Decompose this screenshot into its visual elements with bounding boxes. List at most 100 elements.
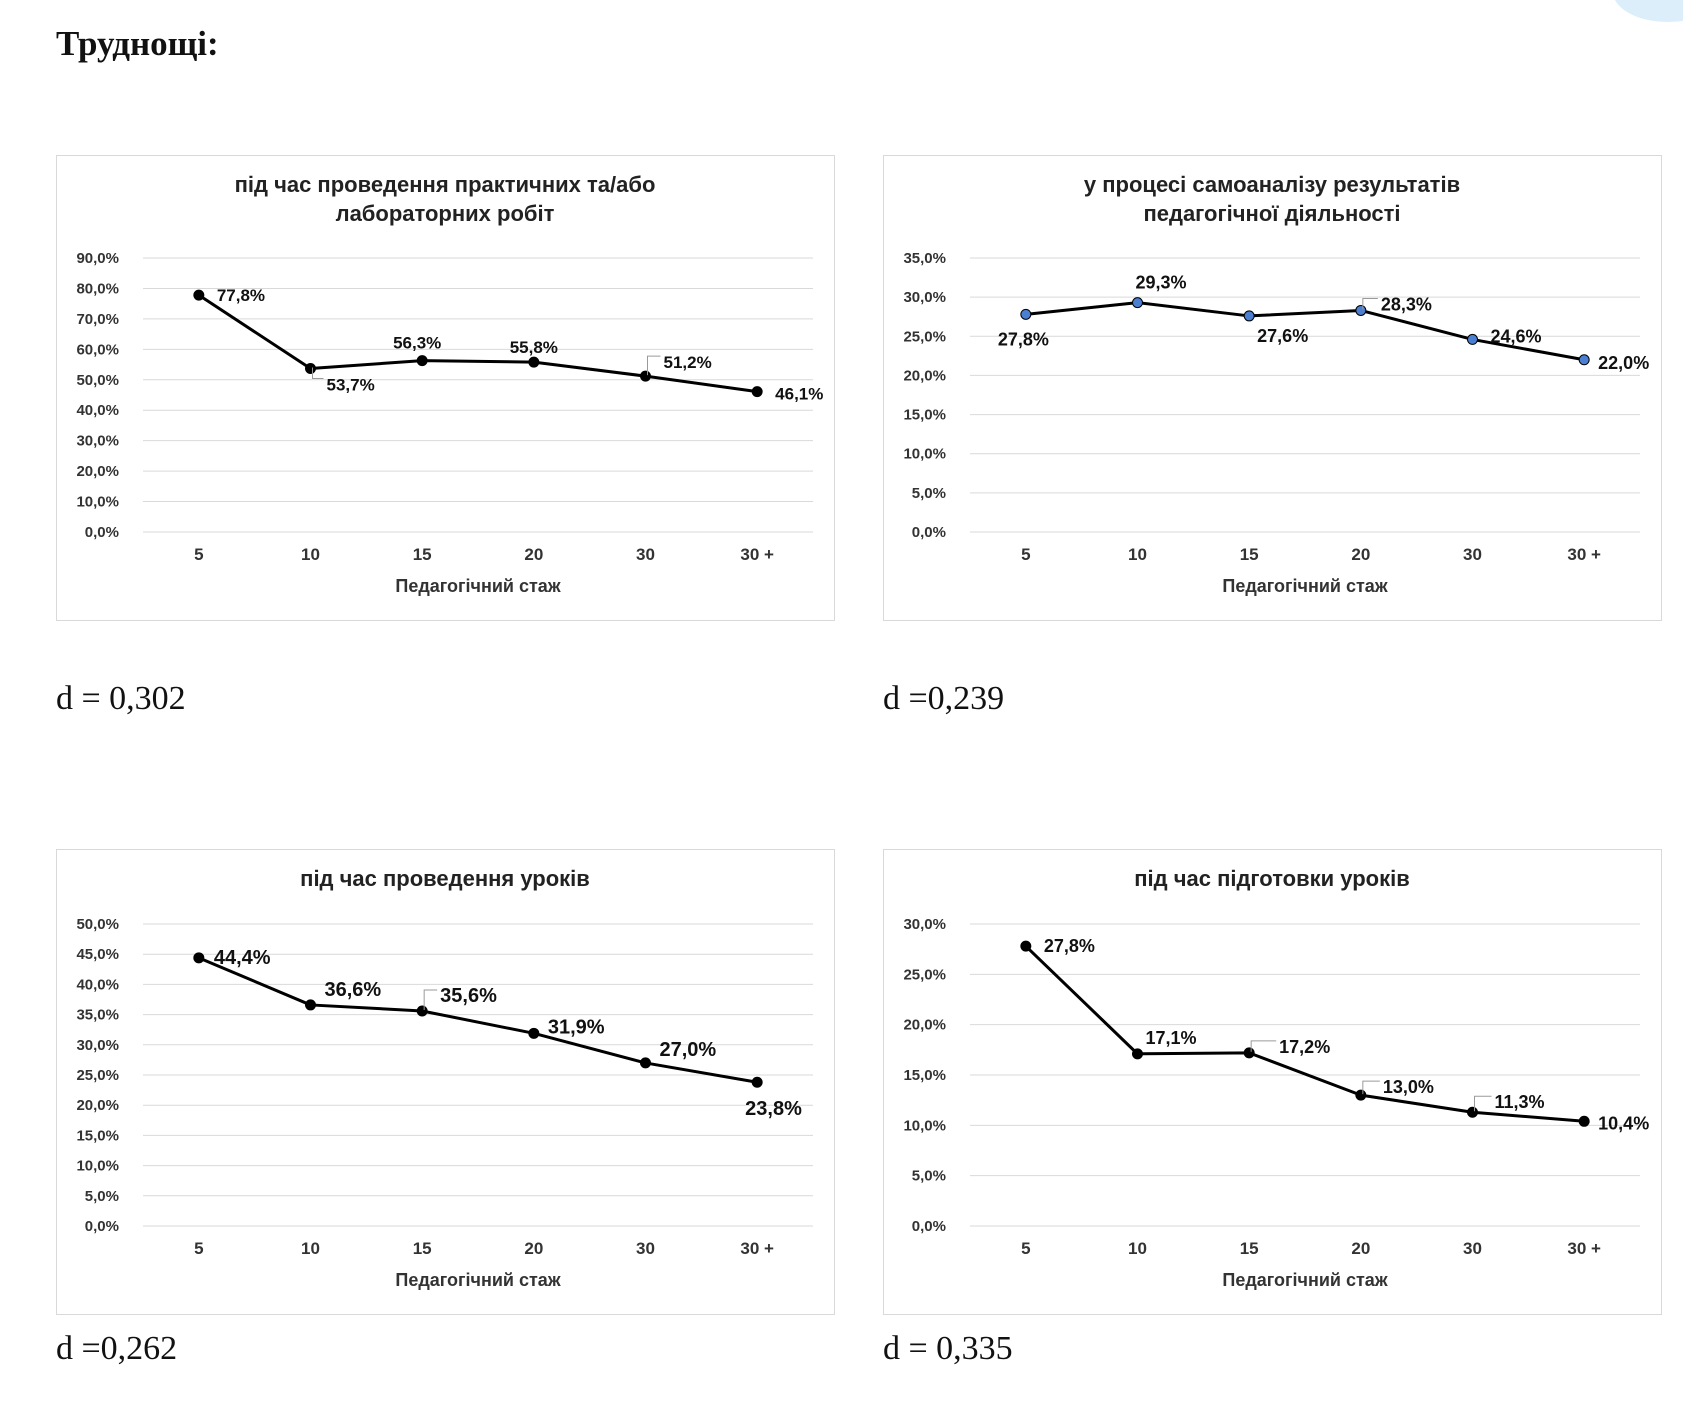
chart-title-line: під час підготовки уроків [1134, 866, 1410, 891]
x-tick-label: 15 [1240, 545, 1259, 564]
y-tick-label: 20,0% [76, 1097, 119, 1114]
x-tick-label: 15 [413, 545, 432, 564]
data-point [1132, 1048, 1143, 1060]
y-tick-label: 5,0% [912, 1168, 946, 1185]
chart-self-analysis: у процесі самоаналізу результатів педагог… [883, 155, 1662, 621]
data-label: 27,8% [1044, 936, 1095, 956]
label-leader-line [423, 989, 438, 1010]
page-heading: Труднощі: [56, 24, 219, 63]
x-tick-label: 5 [1021, 545, 1030, 564]
chart-title-line: лабораторних робіт [336, 201, 555, 226]
x-tick-label: 30 + [1567, 1239, 1601, 1258]
data-label: 22,0% [1598, 353, 1649, 373]
x-tick-label: 20 [1351, 545, 1370, 564]
y-tick-label: 30,0% [903, 916, 946, 933]
y-tick-label: 35,0% [903, 250, 946, 267]
data-point [640, 370, 651, 382]
x-tick-label: 5 [194, 545, 203, 564]
x-tick-label: 15 [1240, 1239, 1259, 1258]
y-tick-label: 10,0% [903, 446, 946, 463]
y-tick-label: 15,0% [903, 407, 946, 424]
x-tick-label: 5 [194, 1239, 203, 1258]
data-label: 77,8% [217, 286, 265, 305]
y-tick-label: 15,0% [76, 1127, 119, 1144]
x-axis-label: Педагогічний стаж [395, 1270, 560, 1290]
label-leader-line [1362, 1080, 1380, 1095]
y-tick-label: 0,0% [85, 524, 119, 541]
y-tick-label: 10,0% [903, 1117, 946, 1134]
chart-title-line: під час проведення уроків [300, 866, 590, 891]
data-point [528, 356, 540, 368]
label-leader-line [1250, 1040, 1277, 1052]
y-tick-label: 40,0% [76, 402, 119, 419]
data-label: 29,3% [1136, 273, 1187, 293]
d-value-preparing-lessons: d = 0,335 [883, 1330, 1013, 1367]
data-label: 56,3% [393, 334, 441, 353]
data-label: 31,9% [548, 1016, 605, 1038]
series-line [198, 293, 758, 394]
x-tick-label: 10 [1128, 1239, 1147, 1258]
y-tick-label: 0,0% [912, 1218, 946, 1235]
x-tick-label: 30 + [1567, 545, 1601, 564]
y-tick-label: 35,0% [76, 1007, 119, 1024]
x-tick-label: 30 [636, 545, 655, 564]
data-label: 27,0% [660, 1039, 717, 1061]
data-label: 55,8% [510, 338, 558, 357]
y-tick-label: 0,0% [912, 524, 946, 541]
chart-conducting-lessons: під час проведення уроків 0,0% 5,0% 10,0% 15… [56, 849, 835, 1315]
data-point [751, 386, 763, 398]
x-tick-label: 30 + [740, 1239, 774, 1258]
chart-practical-lab-work: під час проведення практичних та/або лабо… [56, 155, 835, 621]
data-point [305, 999, 316, 1011]
data-point [528, 1027, 540, 1039]
x-tick-label: 5 [1021, 1239, 1030, 1258]
chart-svg: у процесі самоаналізу результатів педагог… [903, 172, 1649, 596]
data-point [640, 1057, 651, 1069]
data-point [1355, 304, 1367, 316]
x-tick-label: 10 [301, 545, 320, 564]
label-leader-line [1474, 1095, 1492, 1112]
y-tick-label: 40,0% [76, 976, 119, 993]
y-tick-label: 0,0% [85, 1218, 119, 1235]
data-point [1020, 308, 1032, 320]
chart-title-line: під час проведення практичних та/або [235, 172, 656, 197]
y-tick-label: 50,0% [76, 916, 119, 933]
series-line [1025, 301, 1585, 362]
data-point [1243, 1047, 1255, 1059]
y-tick-label: 80,0% [76, 280, 119, 297]
data-label: 27,8% [998, 329, 1049, 349]
data-label: 44,4% [214, 947, 271, 969]
data-label: 46,1% [775, 385, 823, 404]
data-point [1578, 354, 1590, 366]
chart-title-line: у процесі самоаналізу результатів [1084, 172, 1460, 197]
y-tick-label: 20,0% [903, 367, 946, 384]
y-tick-label: 25,0% [76, 1067, 119, 1084]
y-tick-label: 30,0% [76, 1037, 119, 1054]
corner-decoration [1613, 0, 1683, 22]
data-label: 27,6% [1257, 326, 1308, 346]
series-line [198, 956, 758, 1084]
data-point [416, 1005, 428, 1017]
d-value-practical-lab-work: d = 0,302 [56, 680, 186, 717]
d-value-self-analysis: d =0,239 [883, 680, 1005, 717]
data-point [1467, 333, 1478, 345]
x-tick-label: 15 [413, 1239, 432, 1258]
data-point [1467, 1106, 1478, 1118]
data-point [305, 363, 316, 375]
y-tick-label: 30,0% [76, 433, 119, 450]
y-tick-label: 5,0% [85, 1188, 119, 1205]
x-axis-label: Педагогічний стаж [395, 576, 560, 596]
data-point [1243, 310, 1255, 322]
data-point [416, 355, 428, 367]
data-label: 53,7% [327, 376, 375, 395]
data-label: 23,8% [745, 1098, 802, 1120]
x-tick-label: 30 [1463, 545, 1482, 564]
d-value-conducting-lessons: d =0,262 [56, 1330, 178, 1367]
x-tick-label: 30 + [740, 545, 774, 564]
x-axis-label: Педагогічний стаж [1222, 1270, 1387, 1290]
data-point [751, 1076, 763, 1088]
y-tick-label: 5,0% [912, 485, 946, 502]
x-tick-label: 30 [1463, 1239, 1482, 1258]
data-label: 10,4% [1598, 1113, 1649, 1133]
data-label: 17,1% [1146, 1028, 1197, 1048]
